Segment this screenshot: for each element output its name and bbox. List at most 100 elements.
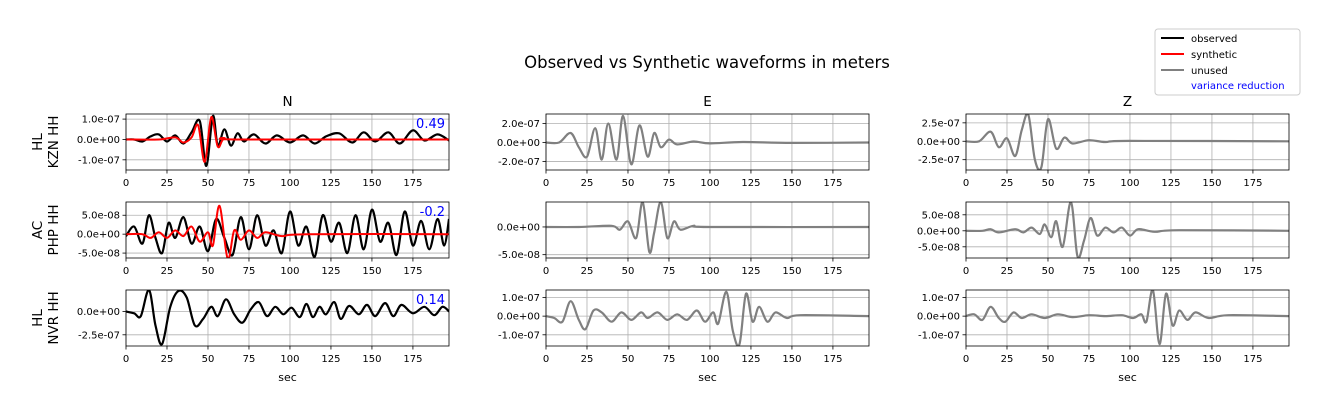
x-tick-label: 50 <box>1042 354 1055 365</box>
x-tick-label: 175 <box>403 178 422 189</box>
x-tick-label: 50 <box>202 178 215 189</box>
y-tick-label: 0.0e+00 <box>77 135 120 146</box>
variance-reduction-value: 0.49 <box>416 117 445 132</box>
x-tick-label: 50 <box>622 266 635 277</box>
x-tick-label: 100 <box>700 354 719 365</box>
y-tick-label: 0.0e+00 <box>497 222 540 233</box>
panel-0-0-frame <box>125 113 450 171</box>
y-tick-label: 1.0e-07 <box>502 293 540 304</box>
station-code-label: NVR HH <box>46 291 62 344</box>
station-network-label: HL <box>30 133 46 151</box>
x-tick-label: 0 <box>123 354 129 365</box>
x-tick-label: 0 <box>123 266 129 277</box>
x-tick-label: 175 <box>403 266 422 277</box>
x-tick-label: 150 <box>1202 178 1221 189</box>
y-tick-label: -2.0e-07 <box>498 157 540 168</box>
x-tick-label: 0 <box>543 354 549 365</box>
x-tick-label: 100 <box>700 266 719 277</box>
panel-2-0-frame <box>125 289 450 347</box>
x-tick-label: 25 <box>1001 266 1014 277</box>
station-network-label: AC <box>30 221 46 239</box>
x-tick-label: 125 <box>321 354 340 365</box>
x-tick-label: 100 <box>1120 354 1139 365</box>
x-axis-label: sec <box>698 371 717 384</box>
observed-trace <box>126 114 449 168</box>
x-tick-label: 175 <box>1243 178 1262 189</box>
panel-1-0-frame <box>125 201 450 259</box>
x-tick-label: 100 <box>280 354 299 365</box>
y-tick-label: 0.0e+00 <box>917 137 960 148</box>
y-tick-label: -2.5e-07 <box>918 155 960 166</box>
x-tick-label: 100 <box>280 266 299 277</box>
x-tick-label: 100 <box>1120 266 1139 277</box>
legend-label-variance-reduction: variance reduction <box>1191 81 1285 92</box>
x-tick-label: 175 <box>1243 266 1262 277</box>
x-tick-label: 0 <box>123 178 129 189</box>
x-tick-label: 50 <box>622 178 635 189</box>
y-tick-label: 2.0e-07 <box>502 119 540 130</box>
unused-trace <box>546 114 869 166</box>
x-tick-label: 50 <box>202 266 215 277</box>
x-tick-label: 175 <box>823 266 842 277</box>
y-tick-label: -1.0e-07 <box>918 330 960 341</box>
x-tick-label: 25 <box>161 178 174 189</box>
x-tick-label: 75 <box>243 178 256 189</box>
y-tick-label: 0.0e+00 <box>77 230 120 241</box>
panel-0-2-frame <box>965 113 1290 171</box>
x-tick-label: 75 <box>1083 178 1096 189</box>
unused-trace <box>966 202 1289 258</box>
legend: observed synthetic unused variance reduc… <box>1154 28 1301 96</box>
synthetic-trace <box>126 116 449 163</box>
x-tick-label: 25 <box>1001 354 1014 365</box>
x-tick-label: 0 <box>963 266 969 277</box>
column-title-n: N <box>282 94 292 110</box>
y-tick-label: 5.0e-08 <box>82 211 120 222</box>
x-tick-label: 0 <box>963 354 969 365</box>
x-tick-label: 75 <box>1083 266 1096 277</box>
column-title-e: E <box>703 94 712 110</box>
x-tick-label: 125 <box>741 178 760 189</box>
y-tick-label: -5.0e-08 <box>78 249 120 260</box>
unused-trace <box>966 290 1289 346</box>
x-tick-label: 125 <box>741 354 760 365</box>
x-tick-label: 100 <box>700 178 719 189</box>
y-tick-label: 0.0e+00 <box>917 226 960 237</box>
observed-trace <box>126 208 449 258</box>
y-tick-label: -1.0e-07 <box>78 155 120 166</box>
x-tick-label: 50 <box>622 354 635 365</box>
x-tick-label: 150 <box>1202 266 1221 277</box>
x-tick-label: 25 <box>161 266 174 277</box>
y-tick-label: 0.0e+00 <box>917 312 960 323</box>
x-axis-label: sec <box>1118 371 1137 384</box>
y-tick-label: -5.0e-08 <box>498 250 540 261</box>
x-tick-label: 125 <box>1161 178 1180 189</box>
station-code-label: PHP HH <box>46 204 62 255</box>
y-tick-label: -1.0e-07 <box>498 330 540 341</box>
x-tick-label: 75 <box>663 178 676 189</box>
x-tick-label: 100 <box>280 178 299 189</box>
x-tick-label: 125 <box>741 266 760 277</box>
x-tick-label: 150 <box>362 266 381 277</box>
x-tick-label: 175 <box>1243 354 1262 365</box>
y-tick-label: 0.0e+00 <box>497 312 540 323</box>
x-tick-label: 25 <box>161 354 174 365</box>
panel-2-1-frame <box>545 289 870 347</box>
x-tick-label: 25 <box>581 266 594 277</box>
panel-1-1-frame <box>545 201 870 259</box>
x-tick-label: 75 <box>663 354 676 365</box>
y-tick-label: 0.0e+00 <box>77 307 120 318</box>
legend-label-observed: observed <box>1191 34 1237 45</box>
x-tick-label: 175 <box>403 354 422 365</box>
x-tick-label: 150 <box>782 266 801 277</box>
x-tick-label: 100 <box>1120 178 1139 189</box>
x-tick-label: 25 <box>581 354 594 365</box>
y-tick-label: 1.0e-07 <box>82 115 120 126</box>
panel-1-2-frame <box>965 201 1290 259</box>
x-tick-label: 75 <box>663 266 676 277</box>
x-tick-label: 125 <box>321 266 340 277</box>
y-tick-label: 5.0e-08 <box>922 210 960 221</box>
x-tick-label: 125 <box>1161 354 1180 365</box>
y-tick-label: -5.0e-08 <box>918 242 960 253</box>
